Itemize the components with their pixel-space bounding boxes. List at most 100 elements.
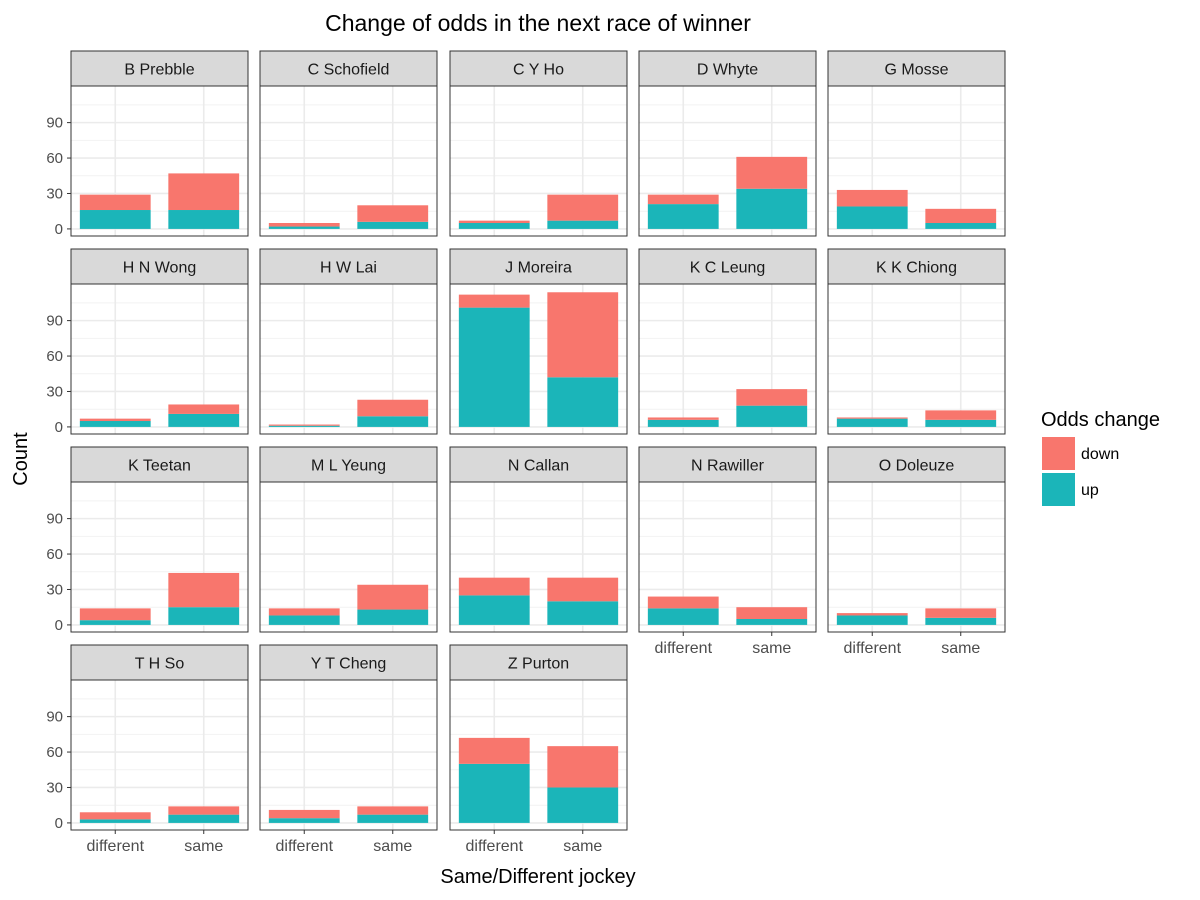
panel-border xyxy=(638,283,817,435)
panel-border xyxy=(259,85,438,237)
facet-label-n-rawiller: N Rawiller xyxy=(691,458,765,475)
panel-border xyxy=(259,283,438,435)
bar-down-k-c-leung-same xyxy=(736,389,808,406)
panel-border xyxy=(638,85,817,237)
bar-up-y-t-cheng-same xyxy=(357,814,429,823)
bar-down-c-y-ho-same xyxy=(547,194,619,221)
y-tick-label: 60 xyxy=(46,744,63,761)
facet-label-h-n-wong: H N Wong xyxy=(123,260,197,277)
panel-border xyxy=(259,481,438,633)
facet-label-j-moreira: J Moreira xyxy=(505,260,572,277)
bar-up-j-moreira-same xyxy=(547,377,619,427)
bar-down-c-y-ho-different xyxy=(458,220,530,224)
facet-strip-m-l-yeung xyxy=(259,446,438,483)
bar-down-j-moreira-same xyxy=(547,292,619,378)
facet-label-o-doleuze: O Doleuze xyxy=(879,458,955,475)
y-tick-label: 30 xyxy=(46,383,63,400)
bar-up-n-callan-same xyxy=(547,601,619,625)
facet-label-c-schofield: C Schofield xyxy=(308,62,390,79)
y-tick-label: 60 xyxy=(46,348,63,365)
bar-down-b-prebble-same xyxy=(168,173,240,211)
bar-down-k-teetan-different xyxy=(79,608,151,621)
bar-down-j-moreira-different xyxy=(458,294,530,308)
bar-up-n-rawiller-different xyxy=(647,608,719,625)
y-tick-label: 60 xyxy=(46,546,63,563)
bar-down-m-l-yeung-different xyxy=(268,608,340,616)
y-tick-label: 90 xyxy=(46,709,63,726)
legend-label-up: up xyxy=(1081,482,1099,499)
x-tick-label: same xyxy=(373,838,412,855)
x-tick-label: different xyxy=(654,640,712,657)
bar-up-m-l-yeung-different xyxy=(268,615,340,625)
bar-down-n-callan-different xyxy=(458,577,530,596)
bar-down-k-teetan-same xyxy=(168,572,240,608)
facet-label-k-k-chiong: K K Chiong xyxy=(876,260,957,277)
bar-down-c-schofield-same xyxy=(357,205,429,222)
facet-label-k-teetan: K Teetan xyxy=(128,458,191,475)
bar-up-k-c-leung-different xyxy=(647,419,719,427)
bar-up-n-rawiller-same xyxy=(736,619,808,625)
bar-up-h-w-lai-different xyxy=(268,425,340,427)
y-tick-label: 0 xyxy=(55,815,63,832)
bar-up-t-h-so-different xyxy=(79,819,151,823)
facet-strip-t-h-so xyxy=(70,644,249,681)
panel-border xyxy=(827,85,1006,237)
facet-strip-b-prebble xyxy=(70,50,249,87)
bar-up-m-l-yeung-same xyxy=(357,609,429,625)
bar-down-c-schofield-different xyxy=(268,223,340,227)
bar-down-o-doleuze-same xyxy=(925,608,997,618)
y-tick-label: 30 xyxy=(46,779,63,796)
bar-up-k-teetan-same xyxy=(168,607,240,625)
x-tick-label: different xyxy=(86,838,144,855)
facet-strip-g-mosse xyxy=(827,50,1006,87)
bar-up-d-whyte-different xyxy=(647,204,719,229)
bar-down-t-h-so-same xyxy=(168,806,240,815)
facet-strip-h-n-wong xyxy=(70,248,249,285)
bar-up-k-c-leung-same xyxy=(736,405,808,427)
panel-border xyxy=(70,679,249,831)
bar-up-h-n-wong-same xyxy=(168,413,240,427)
y-tick-label: 90 xyxy=(46,511,63,528)
bar-up-c-schofield-same xyxy=(357,221,429,229)
bar-up-z-purton-same xyxy=(547,787,619,823)
bar-down-m-l-yeung-same xyxy=(357,584,429,610)
x-tick-label: different xyxy=(843,640,901,657)
x-axis-title: Same/Different jockey xyxy=(440,866,635,888)
facet-label-y-t-cheng: Y T Cheng xyxy=(311,656,387,673)
y-tick-label: 30 xyxy=(46,581,63,598)
facet-strip-c-schofield xyxy=(259,50,438,87)
panel-border xyxy=(449,679,628,831)
x-tick-label: same xyxy=(184,838,223,855)
panel-border xyxy=(259,679,438,831)
bar-down-z-purton-different xyxy=(458,737,530,764)
bar-up-h-w-lai-same xyxy=(357,416,429,427)
x-tick-label: same xyxy=(752,640,791,657)
facet-strip-h-w-lai xyxy=(259,248,438,285)
bar-down-k-k-chiong-different xyxy=(836,417,908,419)
x-tick-label: different xyxy=(275,838,333,855)
chart-title: Change of odds in the next race of winne… xyxy=(325,10,751,36)
bar-down-g-mosse-same xyxy=(925,208,997,224)
facet-strip-z-purton xyxy=(449,644,628,681)
facet-strip-k-teetan xyxy=(70,446,249,483)
panel-border xyxy=(449,481,628,633)
bar-down-y-t-cheng-same xyxy=(357,806,429,815)
bar-up-t-h-so-same xyxy=(168,814,240,823)
facet-strip-o-doleuze xyxy=(827,446,1006,483)
panel-border xyxy=(70,85,249,237)
bar-up-c-y-ho-different xyxy=(458,223,530,229)
bar-up-b-prebble-different xyxy=(79,210,151,229)
bar-down-y-t-cheng-different xyxy=(268,809,340,819)
y-tick-label: 30 xyxy=(46,185,63,202)
facet-label-b-prebble: B Prebble xyxy=(124,62,194,79)
panel-border xyxy=(449,85,628,237)
bar-down-d-whyte-different xyxy=(647,194,719,205)
bar-up-o-doleuze-same xyxy=(925,617,997,625)
bar-down-g-mosse-different xyxy=(836,189,908,207)
bar-down-h-n-wong-same xyxy=(168,404,240,414)
bar-down-n-rawiller-different xyxy=(647,596,719,609)
x-tick-label: same xyxy=(941,640,980,657)
bar-up-c-y-ho-same xyxy=(547,220,619,229)
facet-strip-c-y-ho xyxy=(449,50,628,87)
bar-down-h-w-lai-different xyxy=(268,424,340,426)
